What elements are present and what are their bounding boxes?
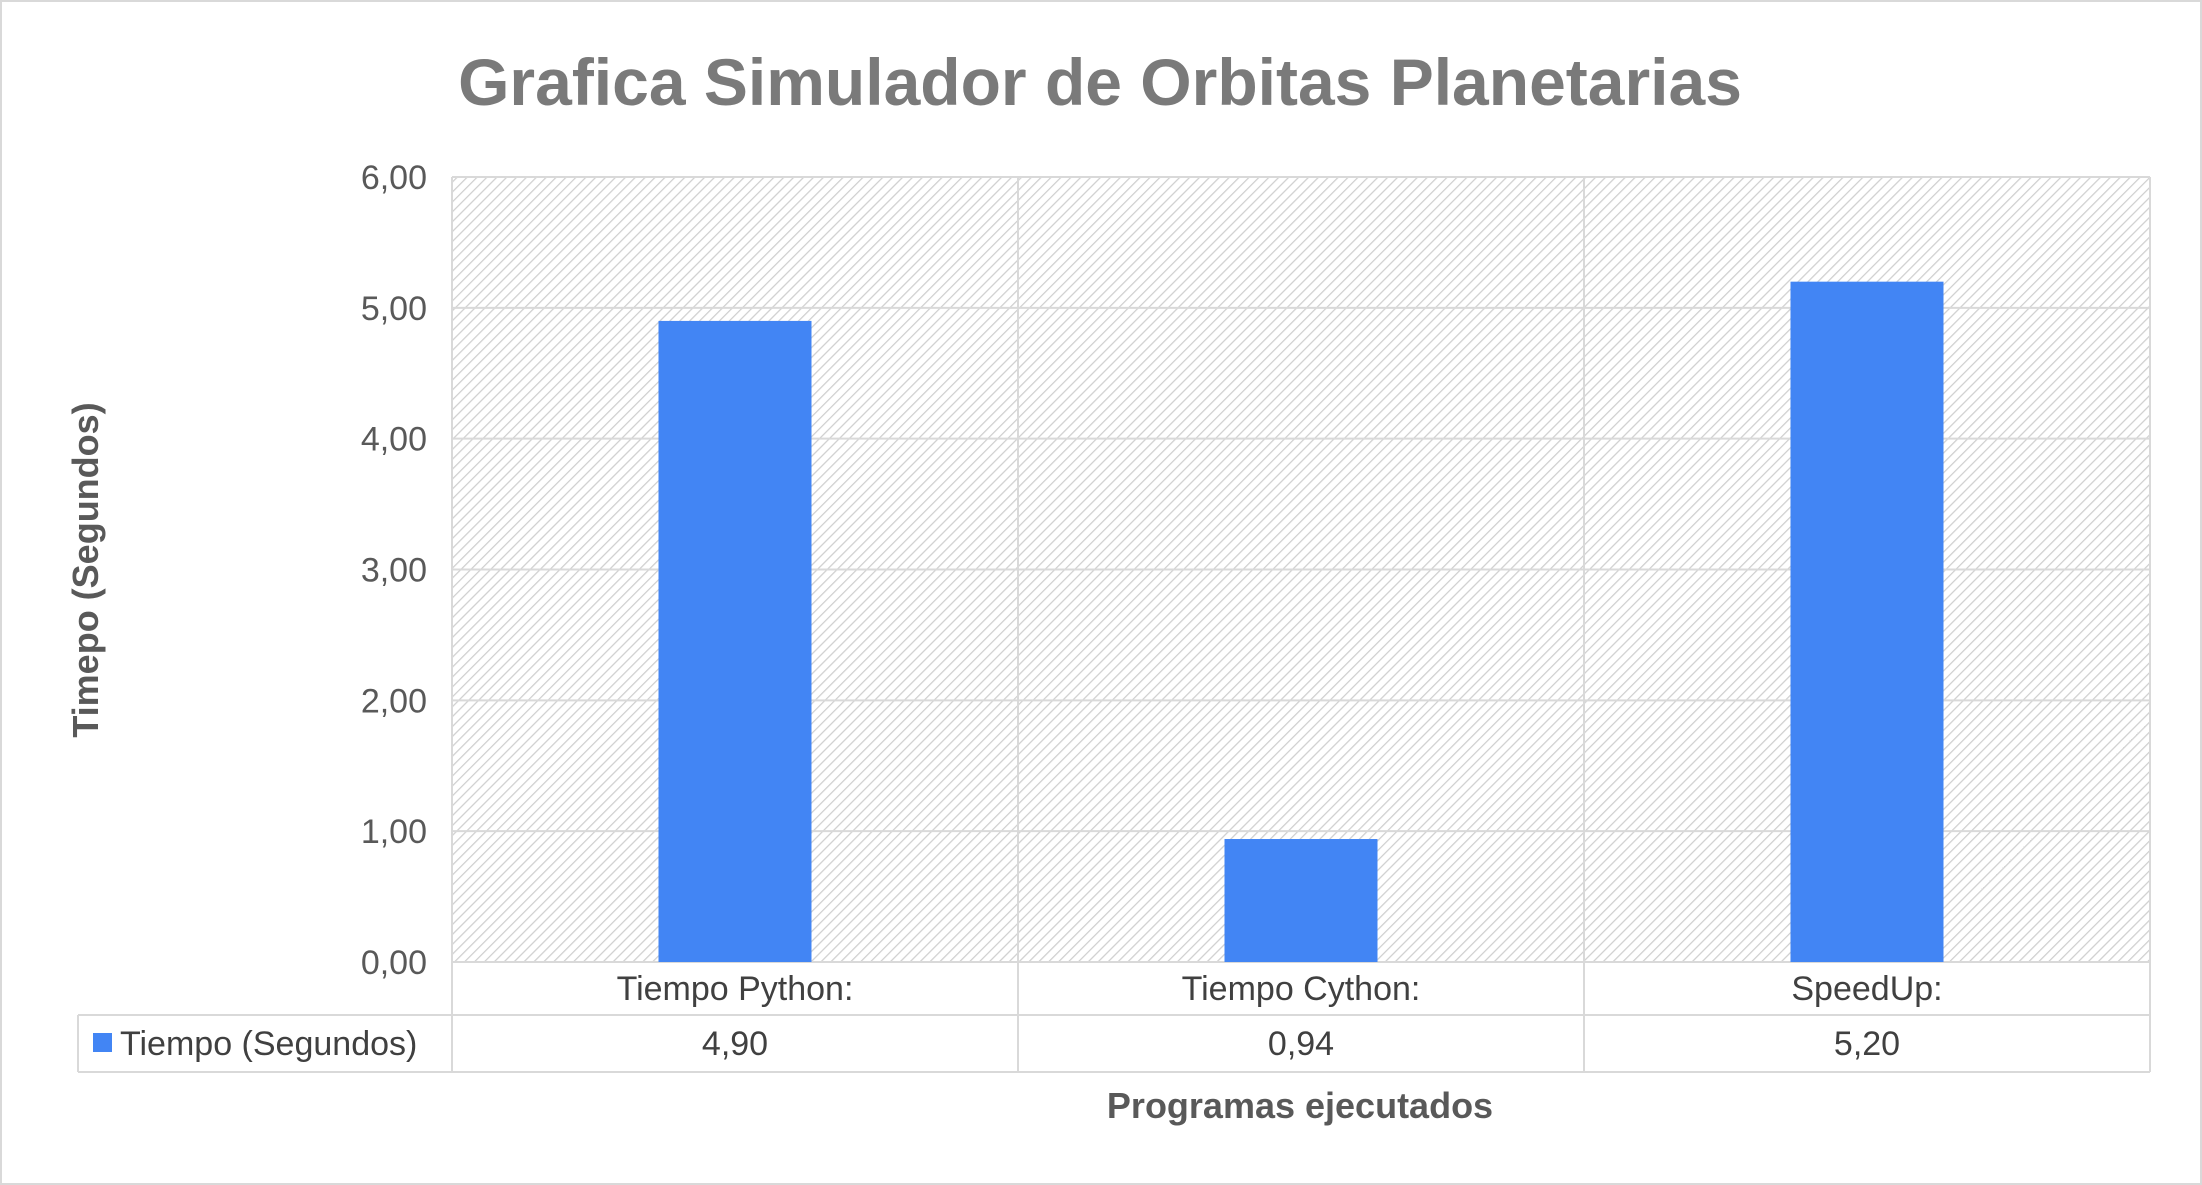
- x-axis-title: Programas ejecutados: [1107, 1085, 1493, 1126]
- y-tick-label: 1,00: [361, 813, 427, 851]
- bars: [658, 281, 1944, 963]
- y-tick-label: 0,00: [361, 944, 427, 982]
- data-value-label: 4,90: [702, 1025, 768, 1063]
- x-category-label: Tiempo Python:: [617, 970, 854, 1008]
- chart-title: Grafica Simulador de Orbitas Planetarias: [458, 45, 1742, 119]
- y-tick-label: 2,00: [361, 682, 427, 720]
- y-axis-title: Timepo (Segundos): [65, 402, 106, 737]
- x-category-label: SpeedUp:: [1791, 970, 1942, 1008]
- bar: [1790, 281, 1944, 963]
- legend-key: [93, 1033, 112, 1052]
- legend-label: Tiempo (Segundos): [120, 1025, 417, 1063]
- data-table: Tiempo Python: Tiempo Cython: SpeedUp: Tiem…: [77, 970, 2150, 1073]
- bar: [1224, 839, 1378, 962]
- y-axis-ticks: 0,00 1,00 2,00 3,00 4,00 5,00 6,00: [361, 159, 427, 982]
- data-value-label: 0,94: [1268, 1025, 1334, 1063]
- y-tick-label: 6,00: [361, 159, 427, 197]
- bar: [658, 320, 812, 963]
- data-value-label: 5,20: [1834, 1025, 1900, 1063]
- y-tick-label: 5,00: [361, 290, 427, 328]
- x-category-label: Tiempo Cython:: [1182, 970, 1421, 1008]
- y-tick-label: 4,00: [361, 421, 427, 459]
- y-tick-label: 3,00: [361, 552, 427, 590]
